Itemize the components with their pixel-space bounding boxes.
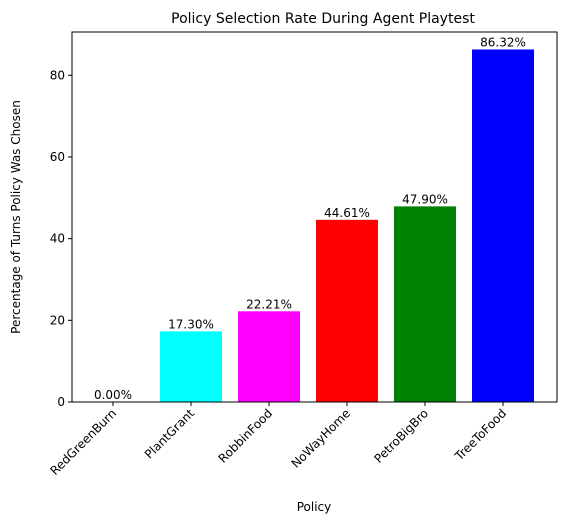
value-label-plantgrant: 17.30% — [168, 317, 214, 331]
y-tick-label-20: 20 — [50, 313, 65, 327]
plot-frame — [71, 31, 558, 403]
value-label-treetofood: 86.32% — [480, 35, 526, 49]
chart-title: Policy Selection Rate During Agent Playt… — [171, 11, 475, 27]
x-tick-label-treetofood: TreeToFood — [452, 406, 510, 464]
bar-petrobigbro — [394, 206, 456, 402]
value-labels-group: 0.00% 17.30% 22.21% 44.61% 47.90% 86.32% — [94, 35, 526, 402]
bar-treetofood — [472, 49, 534, 402]
y-tick-label-40: 40 — [50, 232, 65, 246]
x-tick-label-robbinfood: RobbinFood — [216, 406, 275, 465]
value-label-robbinfood: 22.21% — [246, 297, 292, 311]
x-axis: RedGreenBurn PlantGrant RobbinFood NoWayHom… — [47, 402, 509, 478]
x-tick-label-plantgrant: PlantGrant — [142, 406, 197, 461]
y-axis: 0 20 40 60 80 — [50, 68, 72, 409]
x-tick-label-redgreenburn: RedGreenBurn — [47, 406, 119, 478]
y-tick-label-80: 80 — [50, 68, 65, 82]
bar-plantgrant — [160, 331, 222, 402]
y-axis-label: Percentage of Turns Policy Was Chosen — [9, 100, 23, 334]
x-tick-label-petrobigbro: PetroBigBro — [371, 406, 431, 466]
x-axis-label: Policy — [297, 500, 332, 514]
y-tick-label-0: 0 — [57, 395, 65, 409]
y-tick-label-60: 60 — [50, 150, 65, 164]
value-label-nowayhome: 44.61% — [324, 206, 370, 220]
bars-group — [160, 49, 534, 402]
value-label-petrobigbro: 47.90% — [402, 192, 448, 206]
bar-nowayhome — [316, 219, 378, 402]
bar-robbinfood — [238, 311, 300, 402]
x-tick-label-nowayhome: NoWayHome — [289, 406, 354, 471]
value-label-redgreenburn: 0.00% — [94, 388, 132, 402]
